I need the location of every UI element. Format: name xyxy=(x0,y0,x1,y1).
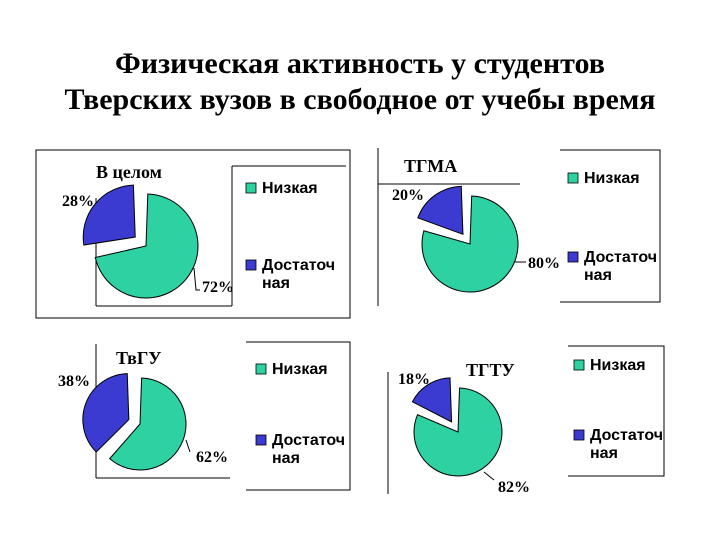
data-label-low: 72% xyxy=(202,279,234,296)
pie-slice-low xyxy=(108,377,187,471)
pie-slice-low xyxy=(421,195,519,293)
data-label-sufficient: 28% xyxy=(62,193,94,210)
slide-title-line-1: Физическая активность у студентов xyxy=(115,47,605,80)
leader-line xyxy=(483,471,495,481)
chart-title: ТвГУ xyxy=(116,348,162,368)
chart-title: ТГТУ xyxy=(466,360,515,380)
legend-swatch xyxy=(245,182,257,194)
leader-line xyxy=(185,439,191,453)
legend-entry-text: ная xyxy=(590,445,618,462)
legend-entry-text: Достаточ xyxy=(272,432,345,449)
chart-frame xyxy=(377,148,661,306)
legend-entry-text: Низкая xyxy=(590,357,646,374)
legend-swatch xyxy=(573,359,585,371)
pie-slice-low xyxy=(94,193,199,299)
legend-entry-text: Достаточ xyxy=(590,427,663,444)
data-label-low: 82% xyxy=(498,479,530,496)
legend-entry-text: Низкая xyxy=(272,361,328,378)
chart-frame xyxy=(35,149,351,319)
leader-line xyxy=(193,267,200,291)
slide-title: Физическая активность у студентов Тверск… xyxy=(0,46,720,118)
legend-entry-text: ная xyxy=(584,267,612,284)
legend-entry-text: Достаточ xyxy=(262,257,335,274)
legend-swatch xyxy=(255,434,267,446)
chart-frame xyxy=(387,345,665,494)
legend-swatch xyxy=(245,259,257,271)
pie-slice-sufficient xyxy=(417,185,464,236)
chart-title: В целом xyxy=(96,162,162,182)
pie-slice-sufficient xyxy=(411,377,453,423)
legend-entry-text: Низкая xyxy=(262,180,318,197)
data-label-low: 62% xyxy=(196,449,228,466)
legend-swatch xyxy=(567,251,579,263)
chart-title: ТГМА xyxy=(404,156,457,176)
legend-entry-text: Достаточ xyxy=(584,249,657,266)
pie-slice-low xyxy=(413,387,503,477)
legend-swatch xyxy=(255,363,267,375)
data-label-sufficient: 20% xyxy=(392,187,424,204)
legend-swatch xyxy=(567,172,579,184)
slide-title-line-2: Тверских вузов в свободное от учебы врем… xyxy=(64,83,656,116)
legend-entry-text: ная xyxy=(262,275,290,292)
legend-entry-text: ная xyxy=(272,450,300,467)
pie-slice-sufficient xyxy=(82,373,130,453)
legend-swatch xyxy=(573,429,585,441)
pie-slice-sufficient xyxy=(82,184,136,246)
data-label-low: 80% xyxy=(528,255,560,272)
data-label-sufficient: 18% xyxy=(398,371,430,388)
legend-entry-text: Низкая xyxy=(584,170,640,187)
data-label-sufficient: 38% xyxy=(58,373,90,390)
